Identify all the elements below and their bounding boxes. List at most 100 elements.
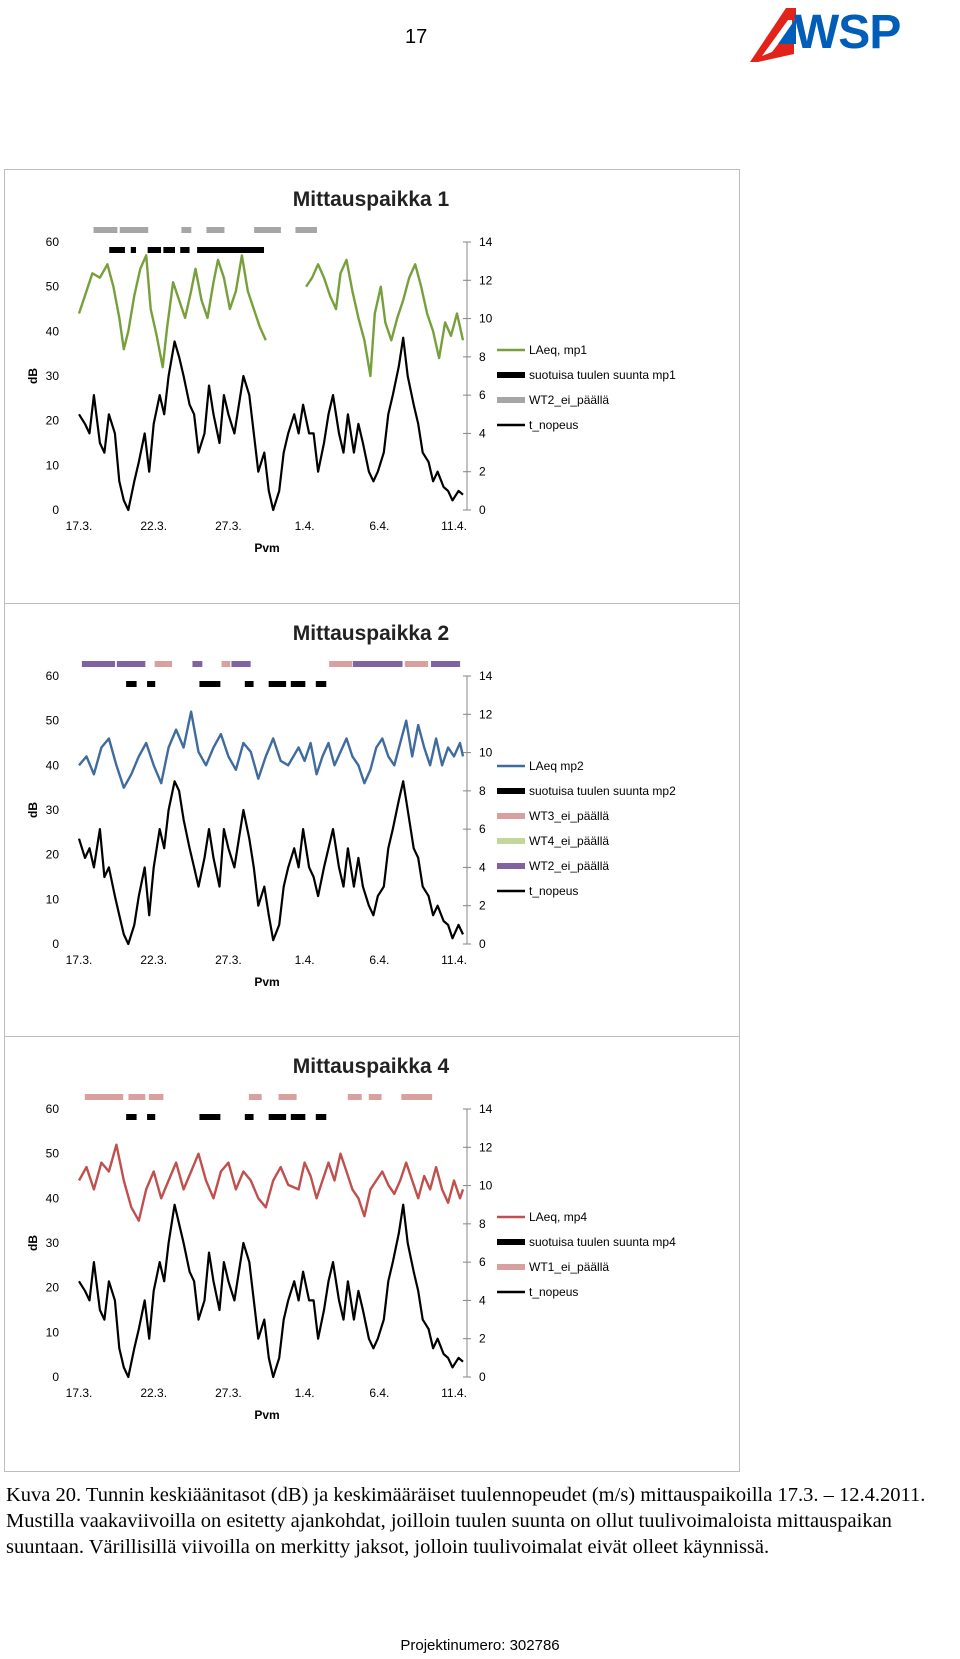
- y2-tick-label: 8: [479, 784, 486, 798]
- laeq-series-line-0: [77, 1143, 465, 1222]
- x-tick-label: 17.3.: [66, 519, 93, 533]
- x-tick-label: 11.4.: [441, 1386, 467, 1400]
- x-axis-label: Pvm: [254, 1408, 279, 1422]
- y-tick-label: 50: [46, 714, 60, 728]
- y2-tick-label: 4: [479, 426, 486, 440]
- laeq-series-line-1: [305, 258, 465, 378]
- y-tick-label: 10: [46, 1325, 60, 1339]
- legend-label-0: LAeq, mp4: [529, 1210, 587, 1224]
- y2-tick-label: 2: [479, 1332, 486, 1346]
- legend-label-2: WT1_ei_päällä: [529, 1260, 609, 1274]
- y-tick-label: 40: [46, 758, 60, 772]
- y2-tick-label: 14: [479, 669, 493, 683]
- y2-tick-label: 12: [479, 1140, 493, 1154]
- y-axis-label: dB: [26, 368, 40, 384]
- laeq-series-line-0: [77, 254, 267, 369]
- y-tick-label: 20: [46, 848, 60, 862]
- chart-mittauspaikka-2: Mittauspaikka 2 0 10 20 30 40 50 60 0 2 4 6 8 10 12 14 1…: [26, 622, 676, 989]
- chart-panel-1: Mittauspaikka 1 0 10 20 30 40 50 60 0 2 4 6 8 10 12 14 1…: [4, 169, 740, 605]
- chart-panel-2: Mittauspaikka 2 0 10 20 30 40 50 60 0 2 4 6 8 10 12 14 1…: [4, 603, 740, 1037]
- legend-label-5: t_nopeus: [529, 884, 578, 898]
- x-tick-label: 22.3.: [140, 1386, 167, 1400]
- wsp-logo-mark: [750, 8, 796, 62]
- legend-label-0: LAeq, mp1: [529, 343, 587, 357]
- figure-caption: Kuva 20. Tunnin keskiäänitasot (dB) ja k…: [6, 1484, 926, 1558]
- y-tick-label: 40: [46, 324, 60, 338]
- y2-tick-label: 14: [479, 1102, 493, 1116]
- x-tick-label: 1.4.: [295, 1386, 315, 1400]
- page-footer: Projektinumero: 302786: [0, 1637, 960, 1654]
- y2-tick-label: 12: [479, 707, 493, 721]
- y2-tick-label: 12: [479, 273, 493, 287]
- legend-label-3: t_nopeus: [529, 418, 578, 432]
- x-tick-label: 27.3.: [215, 953, 242, 967]
- y2-tick-label: 6: [479, 1255, 486, 1269]
- legend-label-2: WT2_ei_päällä: [529, 393, 609, 407]
- y2-tick-label: 0: [479, 937, 486, 951]
- x-tick-label: 17.3.: [66, 1386, 93, 1400]
- y2-tick-label: 8: [479, 350, 486, 364]
- x-tick-label: 17.3.: [66, 953, 93, 967]
- y2-tick-label: 8: [479, 1217, 486, 1231]
- y2-tick-label: 4: [479, 1293, 486, 1307]
- y-tick-label: 30: [46, 1236, 60, 1250]
- x-tick-label: 27.3.: [215, 519, 242, 533]
- y-axis-label: dB: [26, 802, 40, 818]
- y2-tick-label: 10: [479, 1179, 493, 1193]
- x-tick-label: 11.4.: [441, 953, 467, 967]
- chart-title: Mittauspaikka 1: [293, 188, 450, 211]
- y-tick-label: 60: [46, 235, 60, 249]
- y-tick-label: 40: [46, 1191, 60, 1205]
- wind-speed-series-line: [78, 336, 464, 512]
- x-tick-label: 22.3.: [140, 519, 167, 533]
- y2-tick-label: 10: [479, 746, 493, 760]
- chart-title: Mittauspaikka 4: [293, 1055, 450, 1078]
- y-tick-label: 0: [52, 937, 59, 951]
- y2-tick-label: 0: [479, 1370, 486, 1384]
- y-tick-label: 50: [46, 1147, 60, 1161]
- y2-tick-label: 2: [479, 465, 486, 479]
- wind-speed-series-line: [78, 1203, 464, 1379]
- chart-mittauspaikka-4: Mittauspaikka 4 0 10 20 30 40 50 60 0 2 4 6 8 10 12 14 1…: [26, 1055, 676, 1422]
- wsp-logo: WSP: [750, 6, 901, 62]
- project-number: Projektinumero: 302786: [400, 1637, 560, 1654]
- y2-tick-label: 6: [479, 822, 486, 836]
- x-tick-label: 22.3.: [140, 953, 167, 967]
- legend-label-0: LAeq mp2: [529, 759, 584, 773]
- wind-speed-series-line: [77, 780, 464, 946]
- y2-tick-label: 0: [479, 503, 486, 517]
- y-tick-label: 0: [52, 503, 59, 517]
- legend-label-1: suotuisa tuulen suunta mp2: [529, 784, 676, 798]
- y2-tick-label: 10: [479, 312, 493, 326]
- y-tick-label: 60: [46, 1102, 60, 1116]
- chart-mittauspaikka-1: Mittauspaikka 1 0 10 20 30 40 50 60 0 2 4 6 8 10 12 14 1…: [26, 188, 676, 555]
- x-tick-label: 6.4.: [369, 1386, 389, 1400]
- y-tick-label: 10: [46, 458, 60, 472]
- page-number: 17: [405, 26, 428, 48]
- y-tick-label: 50: [46, 280, 60, 294]
- legend-label-1: suotuisa tuulen suunta mp1: [529, 368, 676, 382]
- laeq-series-line-0: [78, 710, 465, 789]
- y-tick-label: 30: [46, 369, 60, 383]
- x-tick-label: 1.4.: [295, 953, 315, 967]
- y2-tick-label: 4: [479, 860, 486, 874]
- x-tick-label: 11.4.: [441, 519, 467, 533]
- y-tick-label: 0: [52, 1370, 59, 1384]
- legend-label-4: WT2_ei_päällä: [529, 859, 609, 873]
- y-tick-label: 10: [46, 892, 60, 906]
- x-axis-label: Pvm: [254, 541, 279, 555]
- x-tick-label: 1.4.: [295, 519, 315, 533]
- y2-tick-label: 2: [479, 899, 486, 913]
- y-tick-label: 60: [46, 669, 60, 683]
- chart-panel-3: Mittauspaikka 4 0 10 20 30 40 50 60 0 2 4 6 8 10 12 14 1…: [4, 1036, 740, 1472]
- y-tick-label: 20: [46, 1281, 60, 1295]
- y2-tick-label: 14: [479, 235, 493, 249]
- y-axis-label: dB: [26, 1235, 40, 1251]
- x-tick-label: 6.4.: [369, 519, 389, 533]
- x-tick-label: 27.3.: [215, 1386, 242, 1400]
- chart-title: Mittauspaikka 2: [293, 622, 449, 645]
- legend-label-2: WT3_ei_päällä: [529, 809, 609, 823]
- legend-label-3: WT4_ei_päällä: [529, 834, 609, 848]
- legend-label-1: suotuisa tuulen suunta mp4: [529, 1235, 676, 1249]
- wsp-logo-text: WSP: [794, 6, 900, 59]
